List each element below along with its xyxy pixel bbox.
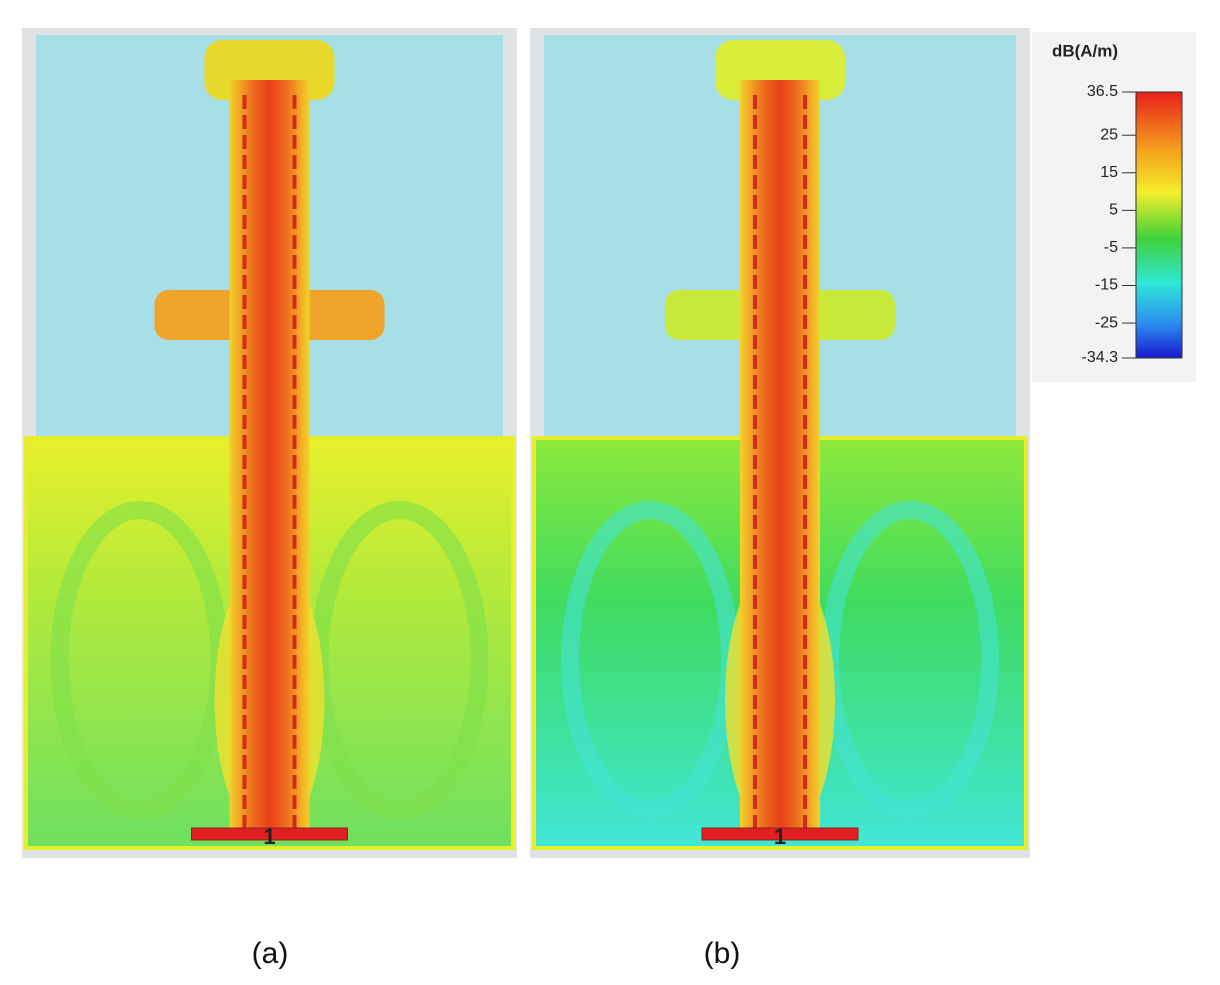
tick-label: 5 [1109, 202, 1118, 219]
colorbar [1135, 91, 1183, 359]
panel-label: (b) [704, 937, 741, 970]
feed-port [191, 827, 348, 841]
panel-label: (a) [252, 937, 289, 970]
feed-port [701, 827, 859, 841]
tick-label: -25 [1095, 314, 1118, 331]
tick-label: -34.3 [1082, 349, 1119, 366]
stem [229, 80, 310, 835]
port-label: 1 [774, 824, 786, 849]
colorbar-ticks: 36.5 25 15 5 -5 -15 -25 -34.3 [1082, 83, 1136, 366]
tick-label: -5 [1104, 239, 1118, 256]
tick-label: 36.5 [1087, 83, 1118, 100]
tick-label: -15 [1095, 277, 1118, 294]
tick-label: 25 [1100, 126, 1118, 143]
port-label: 1 [263, 824, 275, 849]
colorbar-title: dB(A/m) [1052, 41, 1118, 60]
panels: 1 (a) 1 (b) [22, 28, 1030, 970]
stem [740, 80, 820, 835]
tick-label: 15 [1100, 164, 1118, 181]
